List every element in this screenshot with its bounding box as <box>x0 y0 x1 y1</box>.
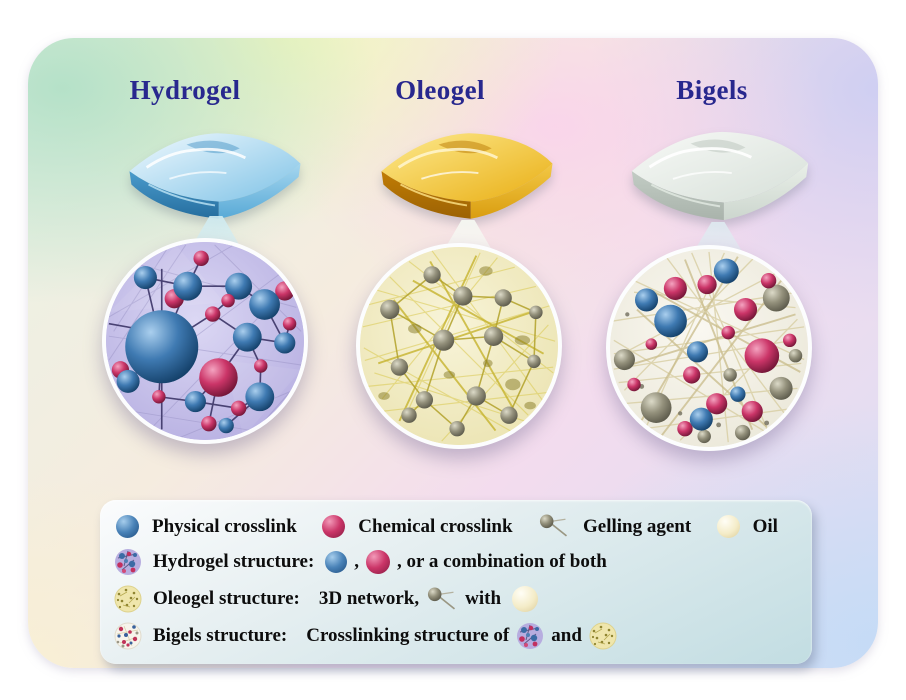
hydrogel-network-graphic <box>106 242 304 440</box>
physical-crosslink-sphere-icon <box>116 515 139 538</box>
hydrogel-structure-prefix: Hydrogel structure: <box>153 551 315 572</box>
gelling-agent-label: Gelling agent <box>582 515 692 537</box>
legend-item-physical-crosslink: Physical crosslink <box>116 515 297 538</box>
legend-item-chemical-crosslink: Chemical crosslink <box>322 515 513 538</box>
physical-crosslink-label: Physical crosslink <box>152 515 297 537</box>
oleogel-slab-image <box>381 133 553 219</box>
oleogel-title: Oleogel <box>395 75 485 105</box>
oil-sphere-icon <box>512 586 539 612</box>
legend-item-gelling-agent: Gelling agent <box>538 514 691 539</box>
oil-sphere-icon <box>716 515 740 538</box>
hydrogel-title: Hydrogel <box>129 75 241 105</box>
oleogel-structure-network-text: 3D network, <box>318 588 420 609</box>
bigels-structure-mid-text: Crosslinking structure of <box>306 625 510 646</box>
oleogel-structure-with-text: with <box>465 588 502 609</box>
oil-label: Oil <box>752 515 778 537</box>
gelling-agent-pin-icon <box>538 514 570 539</box>
chemical-crosslink-label: Chemical crosslink <box>358 515 513 537</box>
bigels-title: Bigels <box>676 75 748 105</box>
bigels-structure-mini-icon <box>114 622 142 650</box>
physical-crosslink-sphere-icon <box>325 551 348 573</box>
gelling-agent-pin-icon <box>426 587 458 612</box>
bigels-structure-prefix: Bigels structure: <box>153 625 288 646</box>
oleogel-network-graphic <box>360 247 558 445</box>
hydrogel-micro-view <box>102 238 308 444</box>
hydrogel-slab-image <box>129 133 301 219</box>
chemical-crosslink-sphere-icon <box>322 515 346 538</box>
legend-item-oil: Oil <box>716 515 778 538</box>
oleogel-micro-view <box>356 243 562 449</box>
comma-text: , <box>354 551 360 572</box>
oleogel-structure-mini-icon <box>589 622 617 650</box>
chemical-crosslink-sphere-icon <box>366 550 391 574</box>
oleogel-structure-mini-icon <box>114 585 142 613</box>
legend-panel: Physical crosslink Chemical crosslink Ge… <box>100 500 812 664</box>
bigels-micro-view <box>606 245 812 451</box>
hydrogel-structure-mini-icon <box>516 622 544 650</box>
legend-key-row: Physical crosslink Chemical crosslink Ge… <box>100 514 812 539</box>
legend-oleogel-structure-row: Oleogel structure: 3D network, with <box>100 585 812 613</box>
bigels-network-graphic <box>610 249 808 447</box>
legend-hydrogel-structure-row: Hydrogel structure: , , or a combination… <box>100 548 812 576</box>
legend-bigels-structure-row: Bigels structure: Crosslinking structure… <box>100 622 812 650</box>
bigels-slab-image <box>631 131 809 221</box>
hydrogel-structure-suffix: , or a combination of both <box>397 551 607 572</box>
oleogel-structure-prefix: Oleogel structure: <box>153 588 300 609</box>
hydrogel-structure-mini-icon <box>114 548 142 576</box>
bigels-structure-and-text: and <box>551 625 582 646</box>
figure-card: Hydrogel Oleogel Bigels <box>28 38 878 668</box>
